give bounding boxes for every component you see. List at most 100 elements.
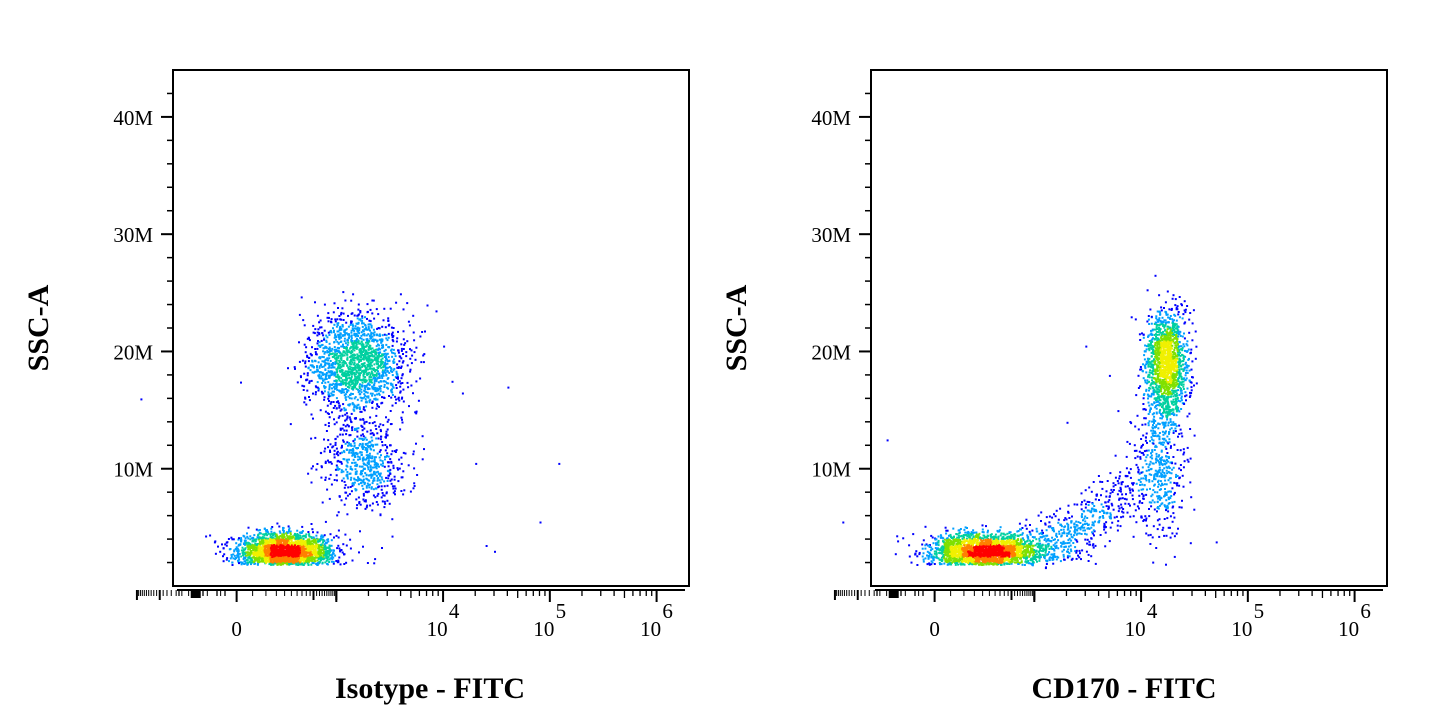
isotype-event-dot	[365, 473, 368, 476]
isotype-event-dot	[385, 363, 388, 366]
isotype-event-dot	[361, 370, 364, 373]
isotype-event-dot	[268, 544, 271, 547]
isotype-event-dot	[330, 374, 333, 376]
isotype-event-dot	[375, 372, 378, 375]
isotype-event-dot	[355, 344, 358, 347]
isotype-event-dot	[378, 405, 380, 408]
isotype-event-dot	[321, 536, 324, 539]
isotype-event-dot	[321, 355, 324, 358]
isotype-event-dot	[393, 475, 396, 478]
isotype-event-dot	[287, 548, 290, 551]
isotype-event-dot	[365, 438, 368, 441]
isotype-event-dot	[307, 367, 310, 370]
isotype-event-dot	[269, 559, 272, 562]
isotype-event-dot	[289, 543, 292, 546]
isotype-event-dot	[338, 347, 340, 350]
isotype-event-dot	[370, 468, 373, 471]
isotype-event-dot	[246, 532, 248, 535]
isotype-event-dot	[318, 341, 321, 344]
isotype-event-dot	[367, 490, 370, 493]
isotype-event-dot	[391, 450, 394, 453]
isotype-event-dot	[379, 390, 382, 393]
isotype-event-dot	[287, 561, 290, 564]
isotype-event-dot	[379, 474, 382, 477]
isotype-event-dot	[264, 553, 267, 556]
isotype-event-dot	[369, 445, 371, 448]
isotype-event-dot	[281, 546, 284, 549]
isotype-event-dot	[391, 518, 394, 521]
isotype-event-dot	[352, 452, 355, 455]
isotype-event-dot	[307, 555, 310, 558]
isotype-event-dot	[296, 533, 299, 535]
isotype-event-dot	[222, 555, 224, 558]
isotype-event-dot	[321, 360, 324, 363]
isotype-event-dot	[308, 556, 311, 559]
isotype-event-dot	[283, 538, 286, 541]
isotype-event-dot	[383, 386, 386, 388]
isotype-event-dot	[353, 334, 356, 336]
isotype-event-dot	[357, 372, 360, 375]
isotype-event-dot	[328, 461, 331, 464]
isotype-event-dot	[400, 365, 403, 368]
isotype-event-dot	[363, 370, 366, 372]
isotype-event-dot	[256, 554, 259, 557]
isotype-event-dot	[266, 557, 269, 560]
isotype-event-dot	[381, 464, 384, 467]
isotype-event-dot	[327, 459, 329, 462]
isotype-event-dot	[330, 462, 333, 465]
isotype-event-dot	[240, 540, 242, 543]
isotype-event-dot	[398, 458, 401, 461]
isotype-event-dot	[331, 558, 334, 561]
isotype-event-dot	[304, 543, 307, 546]
isotype-event-dot	[225, 544, 228, 547]
isotype-event-dot	[415, 442, 417, 445]
isotype-event-dot	[340, 499, 343, 502]
isotype-event-dot	[230, 555, 233, 558]
isotype-event-dot	[342, 351, 345, 354]
isotype-x-tick-exponent: 4	[449, 599, 460, 623]
isotype-event-dot	[291, 544, 293, 547]
isotype-event-dot	[362, 456, 365, 459]
isotype-event-dot	[413, 339, 416, 342]
isotype-event-dot	[396, 363, 399, 366]
isotype-event-dot	[344, 393, 347, 396]
isotype-event-dot	[324, 386, 327, 389]
isotype-event-dot	[314, 348, 317, 350]
isotype-event-dot	[263, 545, 266, 548]
isotype-event-dot	[253, 534, 256, 537]
isotype-event-dot	[363, 446, 365, 449]
isotype-event-dot	[299, 545, 302, 548]
isotype-event-dot	[402, 360, 405, 363]
isotype-event-dot	[400, 416, 403, 419]
isotype-event-dot	[360, 331, 363, 334]
isotype-event-dot	[264, 529, 267, 532]
isotype-event-dot	[357, 375, 360, 378]
isotype-event-dot	[385, 433, 388, 436]
isotype-event-dot	[379, 351, 381, 354]
isotype-event-dot	[281, 562, 284, 565]
isotype-event-dot	[364, 328, 367, 331]
isotype-event-dot	[345, 348, 348, 351]
isotype-event-dot	[275, 556, 278, 559]
isotype-event-dot	[384, 361, 387, 364]
isotype-event-dot	[345, 491, 348, 494]
isotype-event-dot	[376, 405, 379, 407]
isotype-event-dot	[365, 368, 368, 371]
isotype-event-dot	[320, 339, 323, 342]
isotype-event-dot	[262, 559, 264, 562]
isotype-event-dot	[272, 539, 275, 542]
isotype-event-dot	[301, 552, 304, 554]
isotype-event-dot	[369, 504, 372, 507]
isotype-event-dot	[394, 355, 397, 358]
isotype-event-dot	[376, 483, 379, 486]
isotype-event-dot	[373, 374, 376, 377]
isotype-event-dot	[292, 546, 295, 548]
isotype-event-dot	[342, 345, 344, 348]
isotype-event-dot	[413, 485, 416, 487]
isotype-event-dot	[358, 327, 361, 330]
isotype-event-dot	[421, 331, 424, 333]
isotype-event-dot	[364, 490, 367, 493]
isotype-event-dot	[319, 377, 322, 380]
isotype-event-dot	[322, 558, 325, 561]
isotype-event-dot	[314, 540, 317, 543]
